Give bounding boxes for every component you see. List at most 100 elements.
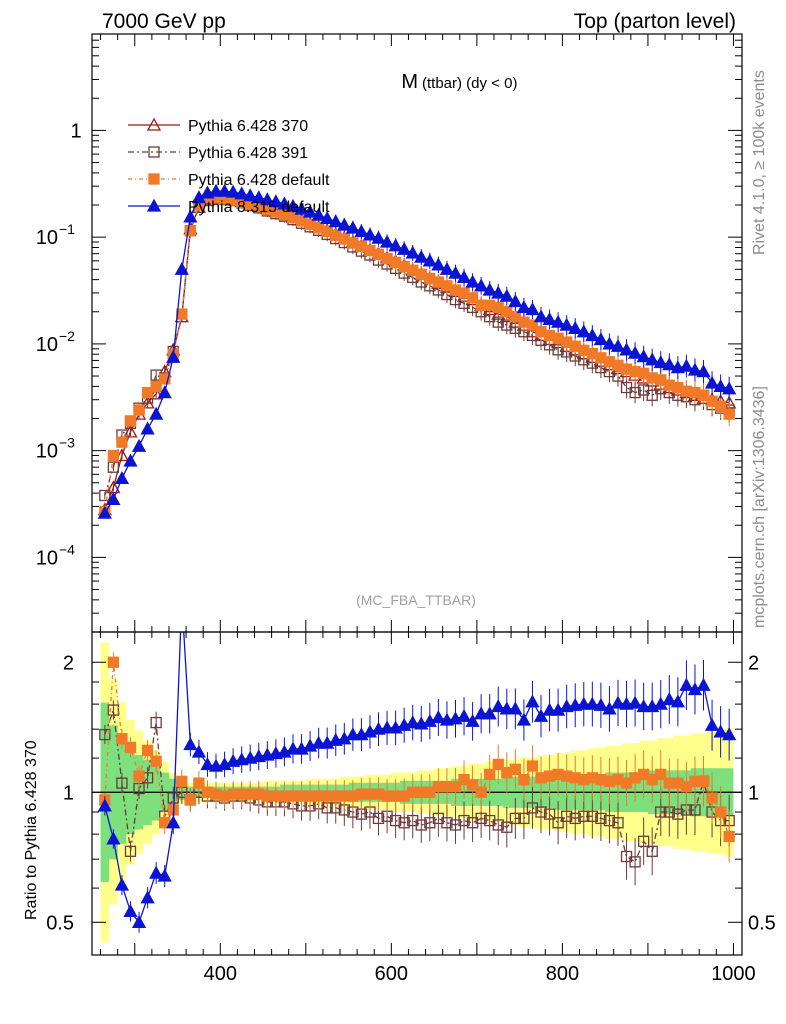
main-point — [320, 210, 335, 225]
legend-label: Pythia 6.428 391 — [188, 145, 308, 162]
main-point — [345, 220, 360, 234]
ratio-point — [576, 696, 591, 710]
ratio-ytick-label-left: 2 — [63, 652, 74, 674]
main-point — [106, 491, 121, 505]
main-point — [602, 336, 617, 350]
main-point — [388, 238, 403, 252]
main-ytick-exponent: −4 — [59, 541, 75, 557]
ratio-point — [636, 699, 651, 713]
main-point — [414, 249, 429, 263]
main-series-0 — [97, 190, 737, 516]
ratio-point — [525, 694, 540, 708]
ratio-point — [492, 819, 504, 831]
legend-marker — [146, 117, 162, 131]
main-line-1 — [104, 197, 730, 496]
legend-item-2: Pythia 6.428 default — [128, 172, 330, 189]
main-point — [268, 194, 283, 208]
ratio-point — [466, 779, 479, 791]
ratio-point — [150, 755, 162, 767]
main-panel: 110−110−210−310−4 — [36, 33, 743, 633]
ratio-point — [157, 868, 172, 882]
main-point — [593, 332, 608, 346]
main-point — [107, 449, 120, 462]
main-point — [653, 355, 668, 369]
ratio-point — [714, 806, 727, 818]
ratio-point — [578, 810, 590, 822]
ratio-ytick-label-left: 1 — [63, 782, 74, 804]
ratio-point — [629, 856, 641, 868]
ratio-point — [456, 708, 472, 722]
main-point — [133, 404, 145, 416]
main-point — [516, 299, 532, 313]
ratio-point — [535, 806, 547, 818]
ratio-point — [533, 708, 549, 722]
ratio-point — [723, 830, 735, 843]
ratio-point — [561, 810, 573, 822]
ratio-ytick-label-right: 2 — [748, 652, 759, 674]
ratio-point — [704, 717, 720, 731]
main-point — [149, 406, 164, 420]
ratio-point — [140, 890, 155, 904]
ratio-point — [379, 720, 395, 734]
xtick-label: 600 — [375, 963, 408, 985]
ratio-point — [200, 757, 215, 771]
ratio-point — [97, 798, 112, 812]
ratio-series-1 — [99, 652, 735, 863]
legend-marker — [146, 198, 162, 212]
main-point — [714, 400, 727, 412]
main-point — [116, 436, 128, 448]
main-point — [713, 379, 728, 393]
ratio-point — [176, 593, 188, 604]
main-point — [234, 186, 249, 200]
main-point — [542, 311, 557, 325]
main-point — [114, 470, 130, 485]
ratio-point — [107, 704, 120, 716]
main-point — [559, 317, 574, 331]
ratio-point — [116, 733, 128, 745]
main-point — [491, 285, 506, 299]
xtick-label: 800 — [546, 963, 579, 985]
main-point — [285, 198, 301, 212]
ratio-point — [610, 695, 626, 709]
main-ytick-label: 10 — [36, 334, 58, 356]
ratio-point — [184, 794, 197, 806]
main-point — [97, 505, 112, 519]
ratio-point — [431, 710, 446, 724]
ratio-content — [92, 593, 742, 943]
main-point — [159, 373, 171, 385]
xtick-label: 1000 — [711, 963, 756, 985]
main-point — [140, 421, 155, 435]
main-point — [337, 217, 352, 231]
main-point — [174, 261, 189, 275]
main-series-group — [97, 183, 737, 519]
main-point — [183, 209, 198, 223]
ratio-ytick-label-right: 0.5 — [748, 912, 776, 934]
ratio-point — [637, 835, 650, 847]
main-point — [99, 489, 111, 502]
ratio-panel: 2 2 1 1 0.5 0.5 400 600 800 1000 — [46, 593, 776, 985]
main-point — [131, 438, 147, 452]
ratio-point — [415, 819, 427, 831]
ratio-point — [131, 914, 147, 928]
main-point — [431, 257, 446, 271]
ratio-point — [99, 728, 111, 741]
ratio-point — [441, 817, 453, 829]
main-point — [629, 386, 641, 399]
main-ytick-exponent: −1 — [59, 221, 75, 237]
ratio-point — [672, 808, 684, 820]
ratio-point — [150, 716, 162, 729]
ratio-point — [141, 744, 154, 757]
main-point — [302, 204, 318, 218]
main-point — [422, 253, 437, 267]
main-ytick-exponent: −3 — [59, 435, 75, 451]
main-point — [184, 225, 197, 237]
ratio-point — [603, 814, 616, 827]
main-point — [465, 274, 480, 288]
ratio-point — [655, 806, 667, 818]
ratio-point — [149, 865, 164, 879]
ratio-point — [133, 770, 145, 782]
ratio-point — [311, 735, 326, 749]
main-point — [722, 381, 737, 395]
main-point — [405, 245, 420, 259]
side-label-source: mcplots.cern.ch [arXiv:1306.3436] — [751, 386, 768, 628]
